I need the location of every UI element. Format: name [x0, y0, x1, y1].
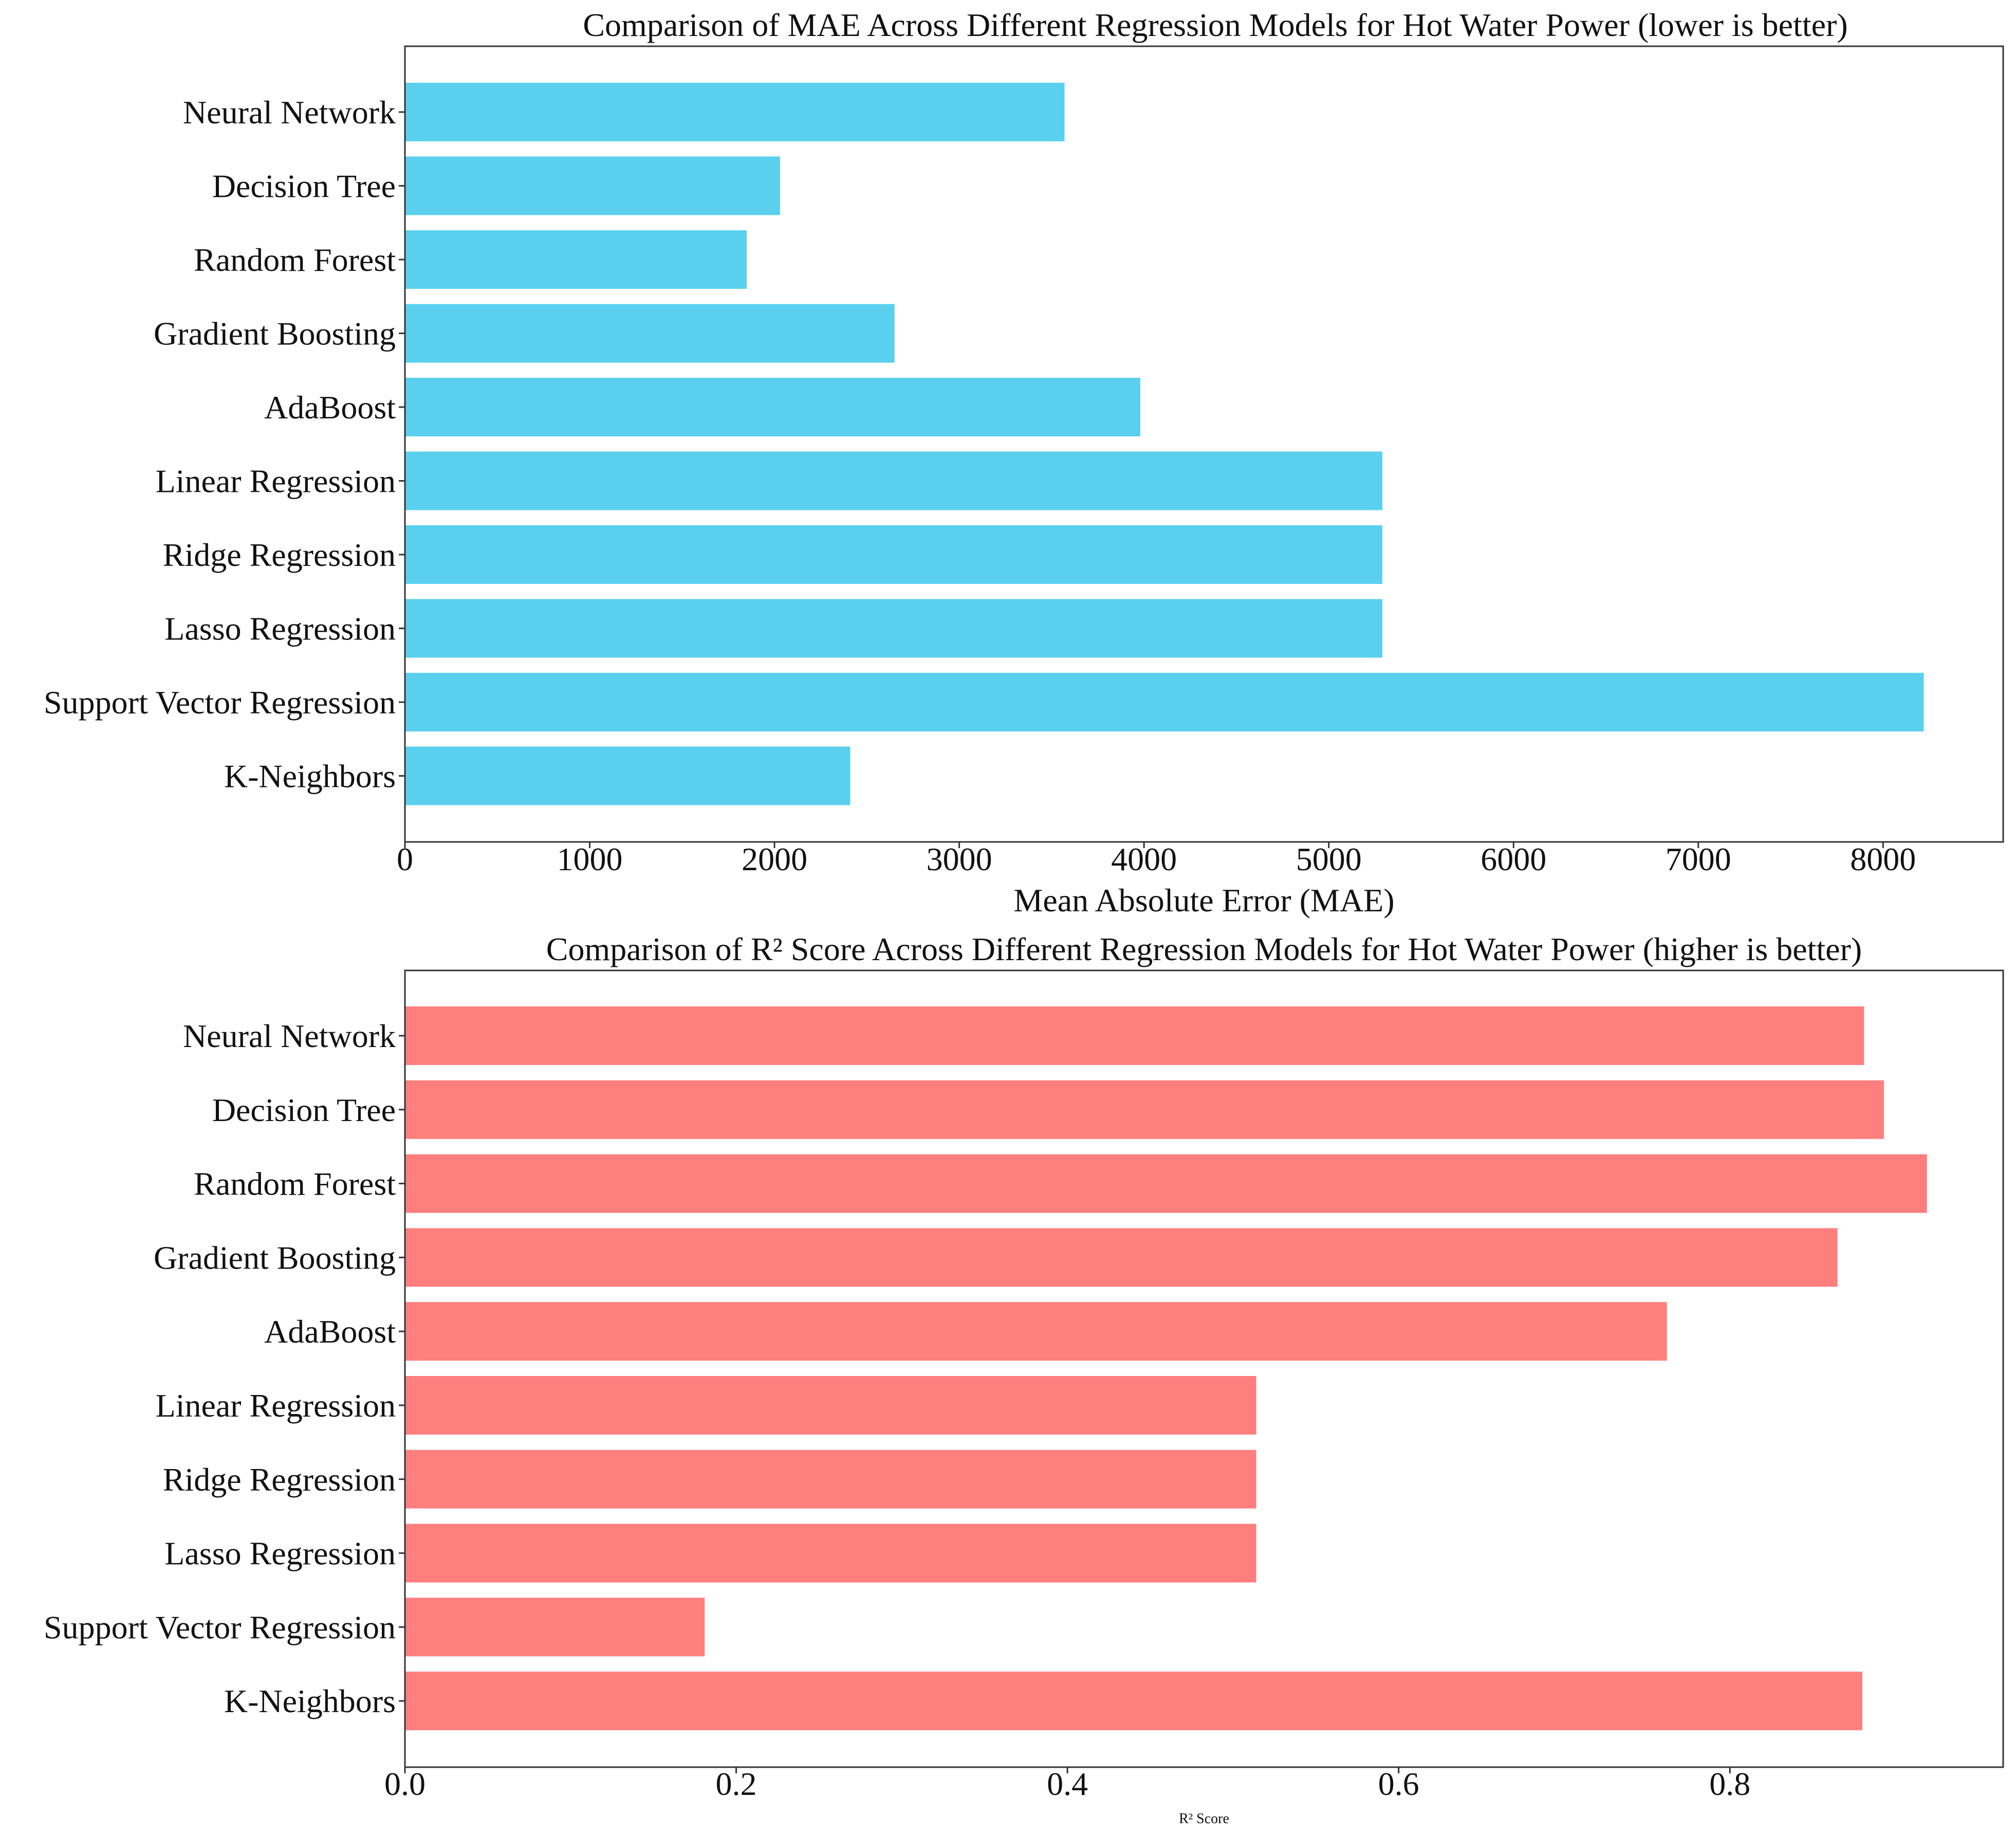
r2-bar-lasso-regression — [405, 1524, 1256, 1583]
r2-bar-k-neighbors — [405, 1672, 1863, 1731]
mae-bars — [405, 83, 1924, 805]
r2-y-tick-label-adaboost: AdaBoost — [264, 1313, 396, 1350]
r2-x-tick-label-2: 0.4 — [1047, 1766, 1088, 1802]
mae-y-axis: Neural Network Decision Tree Random Forest… — [44, 94, 405, 795]
mae-y-tick-label-gradient-boosting: Gradient Boosting — [154, 316, 396, 352]
mae-x-tick-label-7: 7000 — [1666, 841, 1731, 877]
r2-bar-ridge-regression — [405, 1449, 1256, 1509]
mae-x-tick-label-4: 4000 — [1111, 841, 1177, 877]
mae-bar-lasso-regression — [405, 599, 1382, 658]
r2-bar-linear-regression — [405, 1376, 1256, 1435]
mae-x-tick-label-1: 1000 — [557, 841, 623, 877]
mae-x-tick-label-0: 0 — [397, 841, 413, 877]
mae-bar-gradient-boosting — [405, 304, 895, 363]
mae-bar-k-neighbors — [405, 746, 850, 805]
mae-y-tick-label-adaboost: AdaBoost — [264, 389, 396, 426]
mae-y-tick-label-lasso-regression: Lasso Regression — [164, 611, 396, 647]
r2-chart-title: Comparison of R² Score Across Different … — [546, 931, 1862, 967]
r2-y-tick-label-linear-regression: Linear Regression — [156, 1387, 396, 1424]
r2-chart: Comparison of R² Score Across Different … — [44, 931, 2004, 1827]
mae-bar-support-vector-regression — [405, 673, 1924, 731]
r2-y-tick-label-lasso-regression: Lasso Regression — [164, 1535, 396, 1572]
mae-bar-neural-network — [405, 83, 1065, 141]
r2-bar-decision-tree — [405, 1080, 1884, 1139]
r2-x-tick-label-3: 0.6 — [1378, 1766, 1419, 1802]
mae-bar-random-forest — [405, 230, 747, 289]
r2-y-tick-label-neural-network: Neural Network — [183, 1018, 396, 1054]
r2-bar-random-forest — [405, 1154, 1927, 1213]
mae-bar-decision-tree — [405, 156, 780, 215]
r2-x-axis-label: R² Score — [1179, 1811, 1229, 1827]
r2-bars — [405, 1006, 1927, 1731]
mae-y-tick-label-k-neighbors: K-Neighbors — [224, 758, 396, 795]
mae-x-tick-label-6: 6000 — [1481, 841, 1546, 877]
mae-x-tick-label-3: 3000 — [927, 841, 992, 877]
mae-chart-title: Comparison of MAE Across Different Regre… — [583, 7, 1847, 43]
mae-bar-ridge-regression — [405, 525, 1382, 584]
mae-y-tick-label-support-vector-regression: Support Vector Regression — [44, 684, 396, 721]
r2-bar-adaboost — [405, 1302, 1667, 1361]
r2-y-tick-label-decision-tree: Decision Tree — [212, 1092, 396, 1128]
mae-x-axis-label: Mean Absolute Error (MAE) — [1013, 882, 1394, 919]
mae-bar-adaboost — [405, 378, 1140, 436]
r2-bar-neural-network — [405, 1006, 1864, 1065]
r2-plot-frame — [404, 969, 2004, 1768]
r2-bar-gradient-boosting — [405, 1228, 1838, 1287]
mae-y-tick-label-random-forest: Random Forest — [194, 242, 396, 278]
r2-x-tick-label-4: 0.8 — [1709, 1766, 1750, 1802]
mae-plot-frame — [404, 45, 2004, 843]
r2-y-tick-label-k-neighbors: K-Neighbors — [224, 1683, 396, 1719]
r2-y-tick-label-gradient-boosting: Gradient Boosting — [154, 1239, 396, 1276]
r2-y-tick-label-random-forest: Random Forest — [194, 1166, 396, 1202]
r2-y-tick-label-ridge-regression: Ridge Regression — [163, 1461, 396, 1498]
r2-x-axis: 0.0 0.2 0.4 0.6 0.8 — [384, 1766, 1750, 1802]
mae-bar-linear-regression — [405, 451, 1382, 510]
r2-y-axis: Neural Network Decision Tree Random Forest… — [44, 1018, 405, 1719]
r2-x-tick-label-0: 0.0 — [384, 1766, 426, 1802]
r2-bar-support-vector-regression — [405, 1598, 705, 1657]
mae-y-tick-label-linear-regression: Linear Regression — [156, 463, 396, 500]
r2-y-tick-label-support-vector-regression: Support Vector Regression — [44, 1609, 396, 1645]
mae-y-tick-label-neural-network: Neural Network — [183, 94, 396, 131]
mae-x-axis: 0 1000 2000 3000 4000 5000 6000 7000 8000 — [397, 841, 1916, 877]
mae-chart: Comparison of MAE Across Different Regre… — [44, 7, 2004, 919]
mae-x-tick-label-8: 8000 — [1850, 841, 1916, 877]
mae-y-tick-label-ridge-regression: Ridge Regression — [163, 537, 396, 573]
mae-y-tick-label-decision-tree: Decision Tree — [212, 168, 396, 205]
r2-x-tick-label-1: 0.2 — [716, 1766, 757, 1802]
mae-x-tick-label-5: 5000 — [1296, 841, 1362, 877]
mae-x-tick-label-2: 2000 — [742, 841, 807, 877]
